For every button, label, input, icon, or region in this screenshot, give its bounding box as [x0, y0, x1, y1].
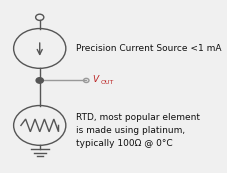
Circle shape: [36, 78, 43, 83]
Text: V: V: [92, 75, 98, 84]
Text: is made using platinum,: is made using platinum,: [76, 126, 185, 135]
Text: Precision Current Source <1 mA: Precision Current Source <1 mA: [76, 44, 222, 53]
Text: OUT: OUT: [101, 80, 114, 85]
Text: typically 100Ω @ 0°C: typically 100Ω @ 0°C: [76, 139, 173, 148]
Text: RTD, most popular element: RTD, most popular element: [76, 113, 200, 122]
